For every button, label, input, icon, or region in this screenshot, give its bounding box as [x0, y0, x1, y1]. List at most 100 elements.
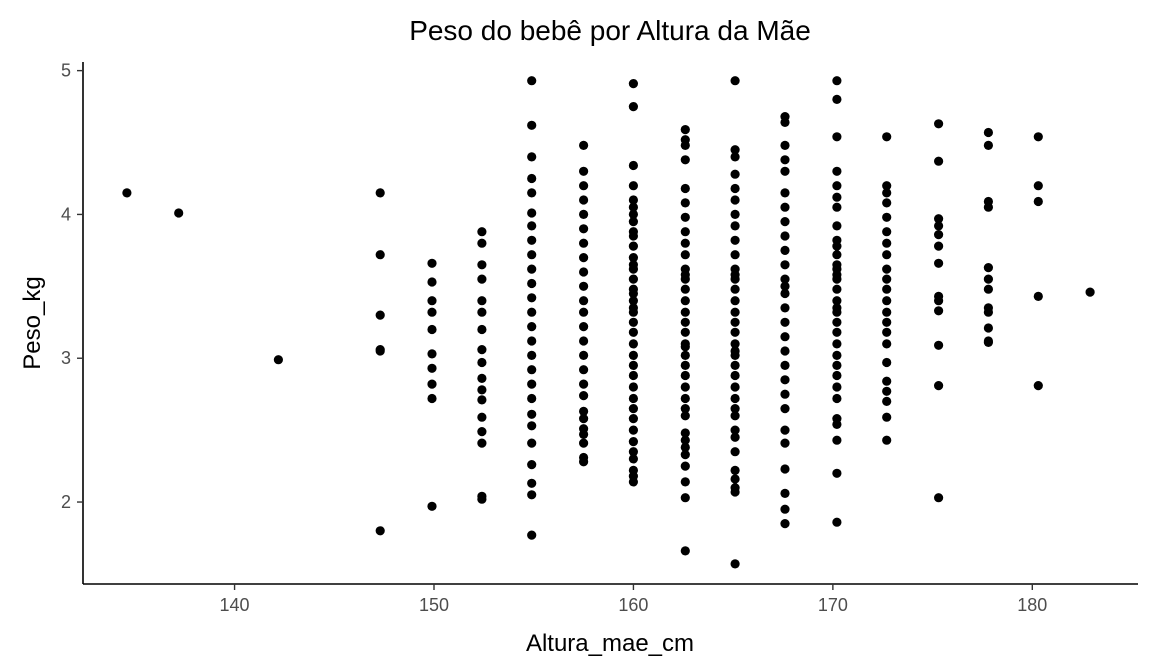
data-point [477, 385, 487, 395]
data-point [628, 209, 639, 219]
data-point [628, 350, 639, 360]
data-point [628, 404, 639, 414]
data-point [579, 379, 589, 389]
data-point [527, 188, 537, 198]
data-point [934, 156, 944, 166]
data-point [427, 393, 437, 404]
data-point [527, 322, 537, 332]
data-point [983, 323, 994, 333]
data-point [527, 235, 537, 245]
data-point [628, 477, 639, 487]
data-point [730, 284, 740, 294]
data-point [780, 117, 790, 127]
data-point [628, 227, 639, 237]
chart-title: Peso do bebê por Altura da Mãe [409, 15, 811, 46]
data-point [832, 221, 842, 231]
points-layer [122, 76, 1095, 569]
data-point [375, 188, 385, 198]
data-point [628, 370, 639, 381]
data-point [882, 386, 892, 396]
data-point [832, 166, 842, 176]
data-point [730, 145, 740, 155]
data-point [477, 395, 487, 405]
x-tick-label: 150 [419, 595, 449, 615]
data-point [680, 350, 690, 360]
data-point [780, 260, 790, 270]
data-point [1033, 132, 1043, 142]
data-point [983, 337, 994, 347]
data-point [427, 277, 437, 287]
data-point [882, 274, 892, 284]
data-point [730, 270, 740, 280]
data-point [832, 303, 842, 313]
data-point [579, 365, 589, 375]
data-point [882, 132, 892, 142]
data-point [680, 284, 690, 294]
data-point [628, 414, 639, 424]
data-point [934, 214, 944, 224]
data-point [832, 339, 842, 349]
data-point [832, 370, 842, 381]
data-point [832, 350, 842, 360]
data-point [730, 235, 740, 245]
y-axis-ticks: 2 3 4 5 [61, 61, 83, 512]
data-point [832, 327, 842, 337]
data-point [375, 250, 385, 260]
data-point [427, 379, 437, 389]
data-point [730, 339, 740, 349]
data-point [527, 438, 537, 448]
data-point [477, 324, 487, 335]
data-point [832, 202, 842, 212]
data-point [579, 296, 589, 306]
data-point [730, 209, 740, 219]
data-point [730, 250, 740, 260]
data-point [680, 493, 690, 503]
data-point [832, 270, 842, 280]
data-point [527, 365, 537, 375]
data-point [934, 296, 944, 306]
data-point [527, 409, 537, 419]
data-point [579, 406, 589, 416]
data-point [780, 231, 790, 241]
data-point [628, 217, 639, 227]
data-point [780, 217, 790, 227]
data-point [1033, 196, 1043, 207]
data-point [680, 404, 690, 414]
data-point [882, 264, 892, 274]
data-point [628, 102, 639, 112]
data-point [527, 379, 537, 389]
data-point [882, 284, 892, 294]
data-point [680, 442, 690, 452]
data-point [628, 181, 639, 191]
data-point [628, 437, 639, 447]
data-point [730, 447, 740, 457]
data-point [579, 391, 589, 401]
y-tick-label: 4 [61, 204, 71, 224]
data-point [882, 327, 892, 337]
data-point [628, 447, 639, 457]
data-point [174, 208, 184, 218]
data-point [628, 195, 639, 205]
data-point [628, 425, 639, 435]
data-point [780, 245, 790, 255]
data-point [832, 241, 842, 251]
y-tick-label: 3 [61, 348, 71, 368]
data-point [680, 296, 690, 306]
data-point [730, 370, 740, 381]
data-point [934, 306, 944, 316]
data-point [680, 238, 690, 248]
data-point [527, 421, 537, 431]
data-point [680, 450, 690, 460]
data-point [832, 393, 842, 404]
data-point [122, 188, 132, 198]
data-point [579, 253, 589, 263]
data-point [730, 487, 740, 497]
data-point [579, 429, 589, 439]
data-point [527, 393, 537, 404]
data-point [780, 288, 790, 299]
data-point [680, 435, 690, 445]
data-point [628, 317, 639, 327]
data-point [527, 530, 537, 540]
data-point [628, 253, 639, 263]
data-point [832, 435, 842, 445]
